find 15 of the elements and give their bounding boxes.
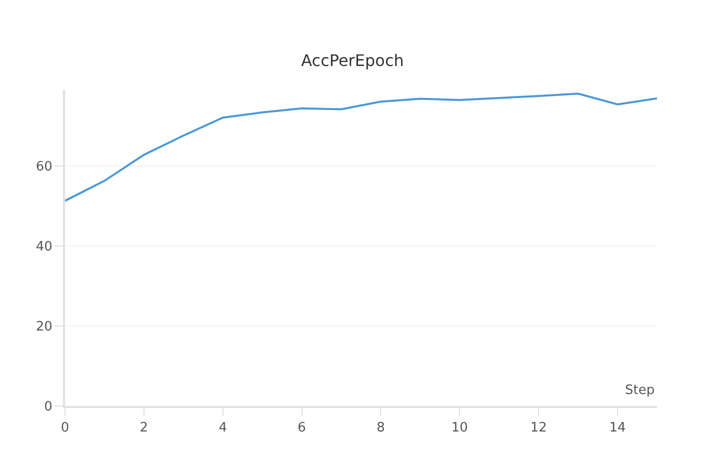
y-tick-label: 60 [36, 160, 52, 175]
y-tick-label: 20 [36, 320, 52, 335]
x-tick-label: 2 [140, 420, 148, 436]
x-tick-label: 14 [609, 420, 626, 436]
y-tick-label: 40 [36, 240, 52, 255]
x-axis-title: Step [625, 383, 655, 398]
x-tick-label: 4 [218, 420, 228, 436]
x-tick-label: 10 [451, 420, 468, 436]
line-series [65, 92, 657, 202]
chart-title: AccPerEpoch [301, 50, 404, 70]
x-tick-label: 6 [298, 420, 306, 436]
y-tick-label: 0 [44, 400, 52, 415]
x-tick-label: 0 [60, 420, 70, 436]
x-tick-label: 8 [376, 420, 385, 436]
x-tick-label: 12 [530, 420, 547, 436]
